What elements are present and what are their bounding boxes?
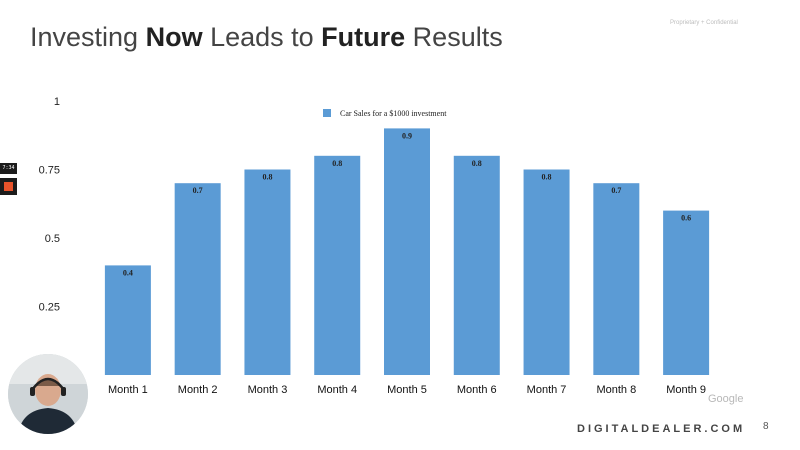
bar <box>384 128 430 375</box>
bar <box>174 183 221 375</box>
data-label: 0.8 <box>472 159 482 168</box>
y-axis-tick-label: 0.25 <box>39 302 60 314</box>
x-axis-tick-label: Month 9 <box>666 384 706 396</box>
stop-recording-button[interactable] <box>0 178 17 195</box>
x-axis-tick-label: Month 3 <box>248 384 288 396</box>
title-bold-now: Now <box>145 22 203 52</box>
y-axis-tick-label: 1 <box>54 96 60 108</box>
title-middle: Leads to <box>202 22 322 52</box>
x-axis-tick-label: Month 5 <box>387 384 427 396</box>
x-axis-tick-label: Month 8 <box>596 384 636 396</box>
data-label: 0.4 <box>123 268 133 277</box>
bar <box>453 155 500 375</box>
page-number: 8 <box>763 421 769 432</box>
presenter-avatar-icon <box>8 354 88 434</box>
title-prefix: Investing <box>30 22 146 52</box>
bar <box>593 183 640 375</box>
data-label: 0.7 <box>611 186 621 195</box>
data-label: 0.9 <box>402 131 412 140</box>
title-bold-future: Future <box>321 22 406 52</box>
x-axis-tick-label: Month 6 <box>457 384 497 396</box>
confidential-label: Proprietary + Confidential <box>670 20 738 26</box>
legend-swatch <box>323 109 331 117</box>
bar <box>663 210 710 375</box>
footer-brand: DIGITALDEALER.COM <box>577 423 746 435</box>
bar <box>104 265 151 375</box>
bar <box>244 169 291 375</box>
x-axis-tick-label: Month 7 <box>527 384 567 396</box>
slide-title: Investing Now Leads to Future Results <box>30 22 503 53</box>
data-label: 0.8 <box>262 173 272 182</box>
y-axis-tick-label: 0.5 <box>45 233 60 245</box>
x-axis-tick-label: Month 4 <box>317 384 357 396</box>
title-suffix: Results <box>405 22 503 52</box>
data-label: 0.8 <box>542 173 552 182</box>
data-label: 0.6 <box>681 214 691 223</box>
recording-timer: 7:34 <box>0 163 17 174</box>
bar <box>314 155 361 375</box>
legend-label: Car Sales for a $1000 investment <box>340 109 447 118</box>
data-label: 0.8 <box>332 159 342 168</box>
webcam-presenter-video <box>8 354 88 434</box>
bar <box>523 169 570 375</box>
data-label: 0.7 <box>193 186 203 195</box>
google-logo-text: Google <box>708 393 744 405</box>
y-axis-tick-label: 0.75 <box>39 165 60 177</box>
x-axis-tick-label: Month 1 <box>108 384 148 396</box>
x-axis-tick-label: Month 2 <box>178 384 218 396</box>
